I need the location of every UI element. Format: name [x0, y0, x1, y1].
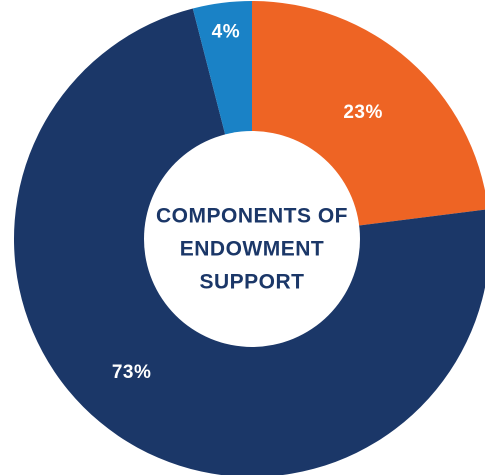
slice-labels-group: 23% 73% 4%: [112, 22, 383, 383]
center-title-line-1: COMPONENTS OF: [156, 205, 348, 228]
center-title-line-3: SUPPORT: [199, 271, 304, 294]
slice-label-0: 23%: [343, 102, 383, 123]
center-title-line-2: ENDOWMENT: [180, 238, 325, 261]
slice-label-1: 73%: [112, 362, 152, 383]
donut-hole: [144, 131, 360, 347]
slice-label-2: 4%: [212, 22, 240, 43]
